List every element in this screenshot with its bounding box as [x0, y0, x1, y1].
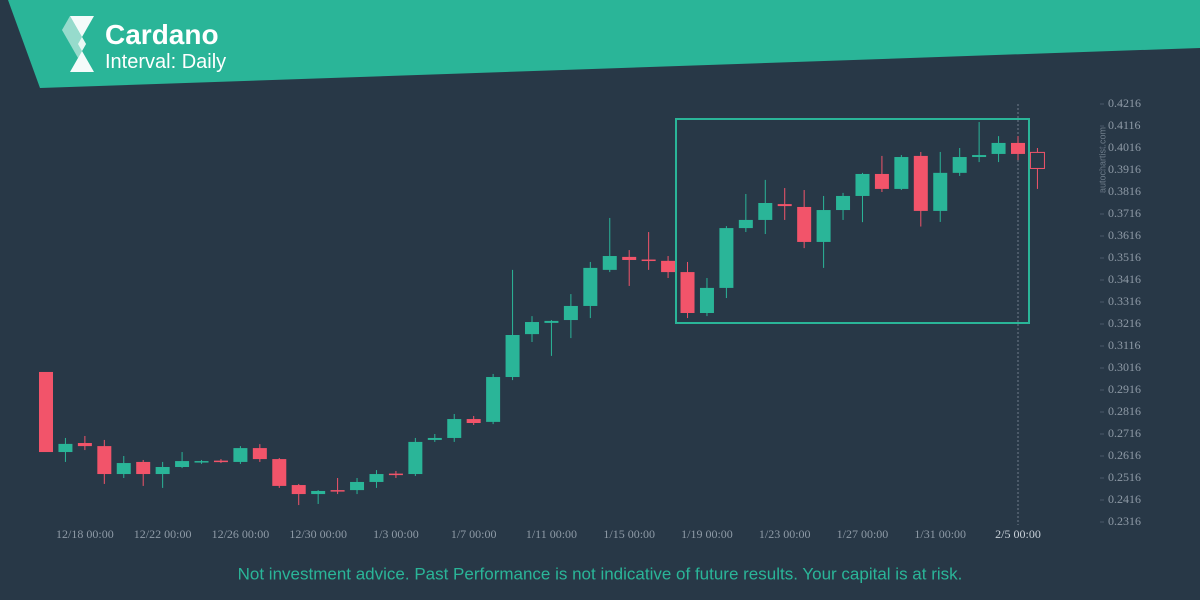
disclaimer: Not investment advice. Past Performance …	[238, 564, 963, 583]
x-tick-label: 1/3 00:00	[373, 527, 419, 541]
candle-body	[447, 419, 462, 438]
candle-body	[894, 157, 909, 189]
candle-body	[797, 206, 812, 242]
y-tick-label: 0.3916	[1108, 162, 1141, 176]
x-tick-label: 1/15 00:00	[603, 527, 655, 541]
y-tick-label: 0.2616	[1108, 448, 1141, 462]
candle-body	[622, 256, 637, 260]
candle-body	[738, 219, 753, 229]
candle-body	[39, 371, 53, 453]
y-tick-label: 0.3616	[1108, 228, 1141, 242]
x-tick-label: 1/31 00:00	[914, 527, 966, 541]
candle-body	[913, 155, 928, 211]
y-tick-label: 0.3316	[1108, 294, 1141, 308]
y-tick-label: 0.2716	[1108, 426, 1141, 440]
candle-body	[116, 463, 131, 475]
candle-body	[991, 142, 1006, 154]
candle-body	[136, 461, 151, 475]
candle-body	[680, 272, 695, 313]
candle-body	[836, 195, 851, 211]
candle-body	[252, 448, 267, 460]
y-tick-label: 0.2416	[1108, 492, 1141, 506]
x-tick-label: 12/26 00:00	[212, 527, 270, 541]
x-tick-label: 12/18 00:00	[56, 527, 114, 541]
candle-body	[194, 461, 209, 463]
candle-body	[777, 204, 792, 207]
candle-body	[311, 490, 326, 495]
candle-body	[544, 320, 559, 323]
y-tick-label: 0.3016	[1108, 360, 1141, 374]
candle-body	[486, 377, 501, 422]
candle-body	[58, 443, 73, 453]
candle-body	[388, 473, 403, 476]
candle-body	[816, 210, 831, 242]
x-tick-label: 2/5 00:00	[995, 527, 1041, 541]
candle-body	[1011, 142, 1025, 154]
header-subtitle: Interval: Daily	[105, 51, 226, 73]
candle-body	[466, 419, 481, 423]
candle-body	[427, 437, 442, 440]
candle-body	[155, 467, 170, 475]
candle-body	[505, 335, 520, 378]
x-tick-label: 1/27 00:00	[837, 527, 889, 541]
logo-shade	[62, 16, 86, 58]
logo	[62, 16, 94, 72]
candle-body	[408, 441, 423, 475]
y-tick-label: 0.2316	[1108, 514, 1141, 528]
x-tick-label: 1/11 00:00	[526, 527, 577, 541]
candle-body	[952, 157, 967, 173]
header-banner	[8, 0, 1200, 88]
candle-body	[272, 459, 287, 486]
candle-body	[855, 173, 870, 196]
x-tick-label: 1/19 00:00	[681, 527, 733, 541]
candle-body	[972, 155, 987, 158]
candle-body	[369, 474, 384, 482]
candle-body	[641, 259, 656, 262]
candle-body	[933, 172, 948, 211]
candle-body	[233, 448, 248, 462]
candle-body	[525, 322, 539, 335]
candle-body	[583, 267, 598, 306]
y-tick-label: 0.4216	[1108, 96, 1141, 110]
candle-body	[97, 446, 112, 475]
candle-body	[661, 260, 676, 273]
y-tick-label: 0.4016	[1108, 140, 1141, 154]
candle-body	[1029, 151, 1045, 169]
header-title: Cardano	[105, 19, 219, 50]
watermark: autochartist.com	[1097, 127, 1107, 193]
y-tick-label: 0.3216	[1108, 316, 1141, 330]
y-tick-label: 0.3116	[1108, 338, 1141, 352]
candle-body	[563, 305, 578, 321]
y-tick-label: 0.2916	[1108, 382, 1141, 396]
y-tick-label: 0.3716	[1108, 206, 1141, 220]
x-tick-label: 12/22 00:00	[134, 527, 192, 541]
candle-body	[350, 481, 365, 491]
y-tick-label: 0.3816	[1108, 184, 1141, 198]
y-tick-label: 0.2816	[1108, 404, 1141, 418]
x-tick-label: 1/7 00:00	[451, 527, 497, 541]
candle-body	[330, 490, 345, 492]
y-tick-label: 0.2516	[1108, 470, 1141, 484]
pattern-box	[675, 118, 1030, 324]
y-tick-label: 0.4116	[1108, 118, 1141, 132]
candle-body	[291, 485, 306, 495]
candle-body	[77, 443, 92, 447]
candle-body	[719, 228, 734, 288]
candle-body	[699, 287, 714, 313]
candle-body	[758, 203, 773, 220]
x-tick-label: 12/30 00:00	[289, 527, 347, 541]
candle-body	[602, 256, 617, 270]
y-tick-label: 0.3416	[1108, 272, 1141, 286]
y-tick-label: 0.3516	[1108, 250, 1141, 264]
x-tick-label: 1/23 00:00	[759, 527, 811, 541]
candle-body	[175, 461, 190, 467]
candle-body	[874, 173, 889, 189]
candle-body	[213, 460, 228, 463]
